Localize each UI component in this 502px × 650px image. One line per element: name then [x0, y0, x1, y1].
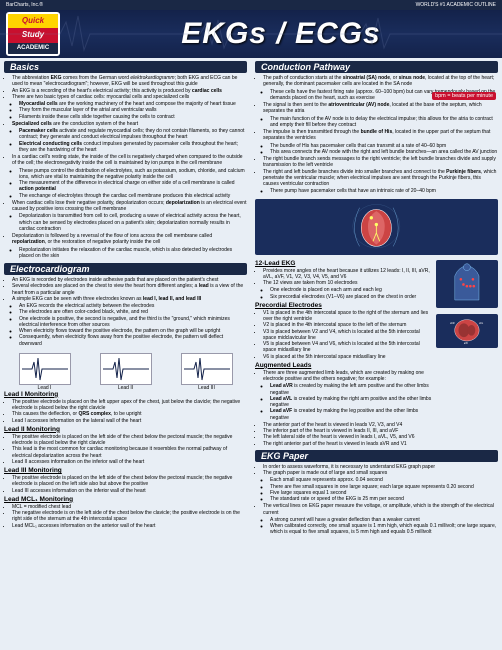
monitoring-list: The positive electrode is placed on the … — [12, 399, 247, 424]
list-item: Lead aVF is created by making the leg po… — [270, 408, 433, 421]
list-item: Lead I accesses information on the later… — [12, 418, 247, 424]
monitoring-head: Lead II Monitoring — [4, 426, 247, 433]
tagline: WORLD'S #1 ACADEMIC OUTLINE — [416, 2, 496, 8]
list-item: When cardiac cells lose their negative p… — [12, 200, 247, 232]
list-item: The main function of the AV node is to d… — [270, 116, 498, 129]
prec-list: V1 is placed in the 4th intercostal spac… — [263, 310, 433, 360]
list-item: V1 is placed in the 4th intercostal spac… — [263, 310, 433, 323]
torso-electrodes-illustration — [436, 260, 498, 308]
list-item: Six precordial electrodes (V1–V6) are pl… — [270, 294, 433, 300]
page-title: EKGs / ECGs — [60, 17, 502, 51]
list-item: There are five small squares in one larg… — [270, 484, 498, 490]
list-item: Electrical conducting cells conduct impu… — [19, 141, 247, 154]
list-item: The standard rate or speed of the EKG is… — [270, 496, 498, 502]
section-cond-head: Conduction Pathway — [255, 61, 498, 73]
brand: BarCharts, Inc.® — [6, 2, 43, 8]
section-paper-head: EKG Paper — [255, 450, 498, 462]
list-item: Repolarization initiates the relaxation … — [19, 247, 247, 260]
twelve-lead-head: 12-Lead EKG — [255, 260, 433, 267]
list-item: Specialized cells are the conduction sys… — [12, 121, 247, 153]
left-column: Basics The abbreviation EKG comes from t… — [0, 58, 251, 650]
leads-diagram-row: Lead I Lead II Lead III — [4, 351, 247, 387]
list-item: A simple EKG can be seen with three elec… — [12, 296, 247, 347]
list-item: The positive electrode is placed on the … — [12, 475, 247, 488]
list-item: One electrode is positive, the second is… — [19, 316, 247, 329]
monitoring-list: The positive electrode is placed on the … — [12, 434, 247, 465]
list-item: An EKG is a recording of the heart's ele… — [12, 88, 247, 94]
list-item: In a cardiac cell's resting state, the i… — [12, 154, 247, 199]
paper-list: In order to assess waveforms, it is nece… — [263, 464, 498, 537]
list-item: V6 is placed at the 5th intercostal spac… — [263, 354, 433, 360]
augmented-head: Augmented Leads — [255, 362, 433, 369]
bpm-badge: bpm = beats per minute — [432, 92, 496, 100]
list-item: The 12 views are taken from 10 electrode… — [263, 280, 433, 300]
list-item: The measurement of the difference in ele… — [19, 180, 247, 193]
svg-text:aVL: aVL — [479, 323, 484, 325]
list-item: There are two basic types of cardiac cel… — [12, 94, 247, 120]
monitoring-list: The positive electrode is placed on the … — [12, 475, 247, 494]
list-item: The exchange of electrolytes through the… — [19, 193, 247, 199]
twelve-list: Provides more angles of the heart becaus… — [263, 268, 433, 300]
list-item: The positive electrode is placed on the … — [12, 399, 247, 412]
list-item: The left lateral side of the heart is vi… — [263, 434, 433, 440]
list-item: Filaments inside these cells slide toget… — [19, 114, 247, 120]
list-item: Lead II accesses information on the infe… — [12, 459, 247, 465]
badge-line-1: Quick — [8, 14, 58, 28]
heart-cross-section-illustration: aVR aVL aVF — [436, 314, 498, 348]
badge-line-2: Study — [8, 28, 58, 42]
list-item: Lead III accesses information on the inf… — [12, 488, 247, 494]
svg-text:aVR: aVR — [450, 323, 455, 325]
precordial-head: Precordial Electrodes — [255, 302, 433, 309]
ecg-intro-list: An EKG is recorded by electrodes inside … — [12, 277, 247, 348]
list-item: The graph paper is made out of large and… — [263, 470, 498, 502]
list-item: The impulse is then transmitted through … — [263, 129, 498, 155]
list-item: These pumps control the distribution of … — [19, 168, 247, 181]
aug-list: There are three augmented limb leads, wh… — [263, 370, 433, 447]
body: Basics The abbreviation EKG comes from t… — [0, 58, 502, 650]
monitoring-list: MCL = modified chest leadThe negative el… — [12, 504, 247, 529]
list-item: Lead aVL is created by making the right … — [270, 396, 433, 409]
list-item: Lead aVR is created by making the left a… — [270, 383, 433, 396]
lead-diagram: Lead I — [19, 353, 71, 385]
list-item: The signal is then sent to the atriovent… — [263, 102, 498, 128]
list-item: Several electrodes are placed on the che… — [12, 283, 247, 296]
list-item: There are three augmented limb leads, wh… — [263, 370, 433, 421]
list-item: V3 is placed between V2 and V4, which is… — [263, 329, 433, 342]
list-item: The negative electrode is on the left si… — [12, 510, 247, 523]
section-ecg-head: Electrocardiogram — [4, 263, 247, 275]
list-item: Depolarization is transmitted from cell … — [19, 213, 247, 232]
monitoring-head: Lead III Monitoring — [4, 467, 247, 474]
header: Quick Study ACADEMIC EKGs / ECGs — [0, 10, 502, 58]
lead-diagram: Lead II — [100, 353, 152, 385]
monitoring-sections: Lead I MonitoringThe positive electrode … — [4, 389, 247, 530]
list-item: The positive electrode is placed on the … — [12, 434, 247, 447]
list-item: Pacemaker cells activate and regulate my… — [19, 128, 247, 141]
list-item: This lead is the most common for cardiac… — [12, 446, 247, 459]
monitoring-head: Lead I Monitoring — [4, 391, 247, 398]
list-item: The abbreviation EKG comes from the Germ… — [12, 75, 247, 88]
list-item: The right and left bundle branches divid… — [263, 169, 498, 195]
list-item: The vertical lines on EKG paper measure … — [263, 503, 498, 535]
list-item: Depolarization is followed by a reversal… — [12, 233, 247, 259]
list-item: V5 is placed between V4 and V6, which is… — [263, 341, 433, 354]
conduction-illustration — [255, 199, 498, 255]
badge-line-3: ACADEMIC — [8, 43, 58, 54]
list-item: The right bundle branch sends messages t… — [263, 156, 498, 169]
svg-text:aVF: aVF — [464, 343, 469, 345]
quickstudy-badge: Quick Study ACADEMIC — [6, 12, 60, 56]
list-item: The right anterior part of the heart is … — [263, 441, 433, 447]
right-column: Conduction Pathway The path of conductio… — [251, 58, 502, 650]
list-item: Consequently, when electricity flows awa… — [19, 334, 247, 347]
top-bar: BarCharts, Inc.® WORLD'S #1 ACADEMIC OUT… — [0, 0, 502, 10]
list-item: Lead MCL₁ accesses information on the an… — [12, 523, 247, 529]
list-item: This area connects the AV node with the … — [270, 149, 498, 155]
list-item: When calibrated correctly, one small squ… — [270, 523, 498, 536]
section-basics-head: Basics — [4, 61, 247, 73]
lead-diagram: Lead III — [181, 353, 233, 385]
list-item: There pump have pacemaker cells that hav… — [270, 188, 498, 194]
basics-list: The abbreviation EKG comes from the Germ… — [12, 75, 247, 260]
monitoring-head: Lead MCL₁ Monitoring — [4, 496, 247, 503]
list-item: Provides more angles of the heart becaus… — [263, 268, 433, 281]
